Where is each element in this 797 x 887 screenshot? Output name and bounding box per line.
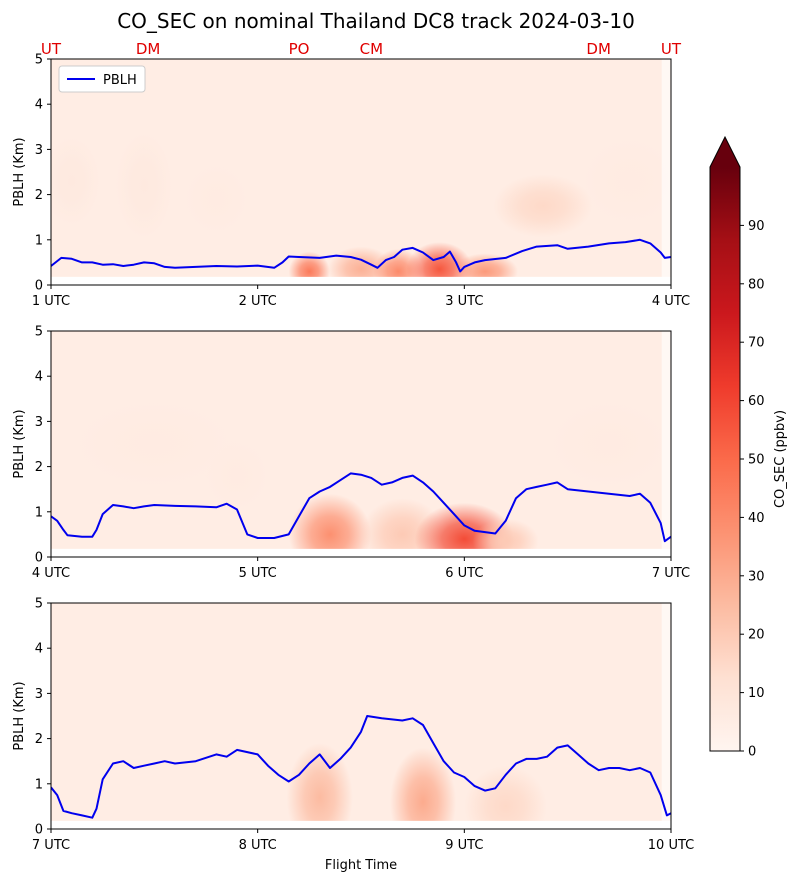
heatmap-blob — [286, 743, 353, 829]
location-label: DM — [136, 40, 161, 58]
y-tick-label: 1 — [35, 777, 43, 792]
colorbar-tick-label: 0 — [748, 745, 756, 760]
no-data-strip — [51, 820, 671, 829]
heatmap-blob — [288, 251, 330, 285]
heatmap-blob — [472, 518, 539, 557]
colorbar-extend-arrow — [710, 137, 740, 167]
location-label: PO — [289, 40, 310, 58]
heatmap-blob — [115, 131, 173, 240]
y-tick-label: 4 — [35, 642, 43, 657]
legend: PBLH — [58, 65, 146, 93]
y-tick-label: 5 — [35, 53, 43, 68]
x-tick-label: 5 UTC — [239, 566, 277, 581]
colorbar-tick-label: 50 — [748, 453, 765, 468]
y-tick-label: 5 — [35, 325, 43, 340]
colorbar-tick-label: 10 — [748, 686, 765, 701]
y-tick-label: 1 — [35, 233, 43, 248]
edge-fade — [661, 331, 671, 557]
panels-group: 0 1 2 3 4 5 1 UTC 2 UTC 3 UTC 4 UTC PBLH (Km) UT DM P… — [12, 40, 694, 854]
heatmap-blob — [51, 135, 101, 227]
y-tick-label: 3 — [35, 687, 43, 702]
y-tick-label: 0 — [35, 823, 43, 838]
heatmap-blob — [493, 174, 593, 238]
y-tick-label: 0 — [35, 279, 43, 294]
y-axis-label: PBLH (Km) — [12, 409, 27, 478]
y-tick-label: 5 — [35, 597, 43, 612]
no-data-strip — [51, 548, 671, 557]
heatmap-blob — [51, 670, 175, 762]
x-axis-label: Flight Time — [325, 858, 397, 873]
x-tick-label: 8 UTC — [239, 838, 277, 853]
x-tick-label: 2 UTC — [239, 294, 277, 309]
y-tick-label: 0 — [35, 551, 43, 566]
location-label: DM — [586, 40, 611, 58]
colorbar-tick-label: 60 — [748, 394, 765, 409]
plot-frame — [50, 58, 672, 286]
heatmap-blob — [547, 398, 671, 490]
x-tick-label: 4 UTC — [652, 294, 690, 309]
y-tick-label: 4 — [35, 98, 43, 113]
heatmap-blob — [288, 493, 372, 557]
y-tick-label: 3 — [35, 143, 43, 158]
y-tick-label: 1 — [35, 505, 43, 520]
colorbar-tick-label: 70 — [748, 336, 765, 351]
pblh-line — [51, 238, 671, 273]
y-tick-label: 2 — [35, 732, 43, 747]
colorbar-tick-label: 90 — [748, 219, 765, 234]
plot-frame — [50, 602, 672, 830]
x-tick-label: 7 UTC — [32, 838, 70, 853]
y-tick-label: 2 — [35, 188, 43, 203]
y-tick-label: 4 — [35, 370, 43, 385]
colorbar-tick-label: 30 — [748, 569, 765, 584]
pblh-line — [51, 715, 671, 819]
y-tick-label: 3 — [35, 415, 43, 430]
heatmap-blob — [203, 439, 271, 512]
heatmap-blob — [485, 679, 651, 771]
legend-label: PBLH — [103, 73, 137, 88]
location-label: UT — [41, 40, 62, 58]
heatmap-blob — [183, 162, 250, 236]
colorbar: 0 10 20 30 40 50 60 70 80 90 CO_SEC (ppbv) — [709, 135, 788, 760]
heatmap-blob — [464, 765, 547, 829]
colorbar-tick-label: 80 — [748, 277, 765, 292]
x-tick-label: 9 UTC — [445, 838, 483, 853]
heatmap-blob — [580, 135, 671, 227]
colorbar-tick-label: 40 — [748, 511, 765, 526]
panel-2: 0 1 2 3 4 5 4 UTC 5 UTC 6 UTC 7 UTC PBLH (Km) — [12, 325, 690, 582]
x-tick-label: 10 UTC — [648, 838, 694, 853]
x-tick-label: 3 UTC — [445, 294, 483, 309]
heatmap-blob — [133, 679, 299, 771]
no-data-strip — [51, 276, 671, 285]
y-axis-label: PBLH (Km) — [12, 681, 27, 750]
plot-frame — [50, 330, 672, 558]
colorbar-outline — [709, 135, 741, 752]
location-label: CM — [360, 40, 383, 58]
y-axis-label: PBLH (Km) — [12, 137, 27, 206]
colorbar-gradient — [710, 167, 740, 751]
colorbar-label: CO_SEC (ppbv) — [773, 410, 788, 508]
heatmap-blob — [71, 398, 238, 490]
x-tick-label: 7 UTC — [652, 566, 690, 581]
colorbar-tick-label: 20 — [748, 628, 765, 643]
pblh-line — [51, 472, 671, 543]
x-tick-label: 6 UTC — [445, 566, 483, 581]
x-tick-label: 1 UTC — [32, 294, 70, 309]
location-label: UT — [661, 40, 682, 58]
x-tick-label: 4 UTC — [32, 566, 70, 581]
heatmap-blob — [389, 747, 457, 829]
y-tick-label: 2 — [35, 460, 43, 475]
panel-3: 0 1 2 3 4 5 7 UTC 8 UTC 9 UTC 10 UTC PBLH (Km) — [12, 597, 694, 854]
legend-box — [58, 65, 146, 93]
chart-title: CO_SEC on nominal Thailand DC8 track 202… — [117, 9, 635, 33]
panel-1: 0 1 2 3 4 5 1 UTC 2 UTC 3 UTC 4 UTC PBLH (Km) UT DM P… — [12, 40, 690, 309]
edge-fade — [661, 603, 671, 829]
edge-fade — [661, 59, 671, 285]
